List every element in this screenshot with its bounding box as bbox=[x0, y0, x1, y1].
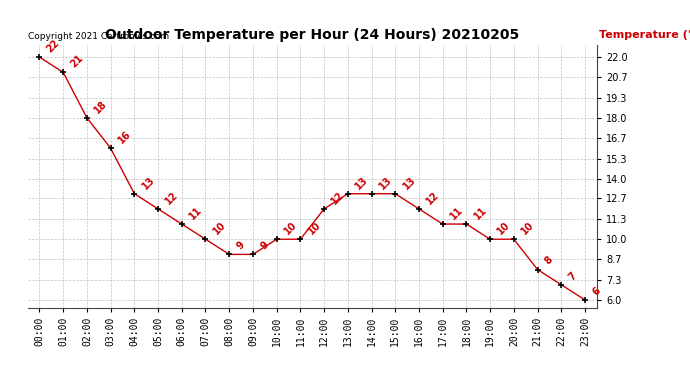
Text: 21: 21 bbox=[69, 53, 86, 69]
Text: 13: 13 bbox=[140, 174, 157, 191]
Text: Temperature (°F): Temperature (°F) bbox=[599, 30, 690, 40]
Text: 7: 7 bbox=[566, 270, 579, 282]
Text: 13: 13 bbox=[377, 174, 394, 191]
Text: 9: 9 bbox=[235, 240, 246, 252]
Text: 12: 12 bbox=[330, 189, 346, 206]
Text: 6: 6 bbox=[591, 285, 602, 297]
Text: 11: 11 bbox=[187, 205, 204, 221]
Text: 10: 10 bbox=[495, 220, 512, 237]
Text: Copyright 2021 Cartronics.com: Copyright 2021 Cartronics.com bbox=[28, 32, 169, 41]
Text: 11: 11 bbox=[472, 205, 489, 221]
Text: 8: 8 bbox=[543, 255, 555, 267]
Text: 10: 10 bbox=[520, 220, 536, 237]
Text: 9: 9 bbox=[259, 240, 270, 252]
Text: 13: 13 bbox=[401, 174, 417, 191]
Text: 10: 10 bbox=[306, 220, 322, 237]
Title: Outdoor Temperature per Hour (24 Hours) 20210205: Outdoor Temperature per Hour (24 Hours) … bbox=[105, 28, 520, 42]
Text: 11: 11 bbox=[448, 205, 465, 221]
Text: 12: 12 bbox=[164, 189, 180, 206]
Text: 22: 22 bbox=[45, 38, 61, 54]
Text: 10: 10 bbox=[282, 220, 299, 237]
Text: 13: 13 bbox=[353, 174, 370, 191]
Text: 16: 16 bbox=[116, 129, 132, 146]
Text: 10: 10 bbox=[211, 220, 228, 237]
Text: 12: 12 bbox=[424, 189, 441, 206]
Text: 18: 18 bbox=[92, 98, 109, 115]
